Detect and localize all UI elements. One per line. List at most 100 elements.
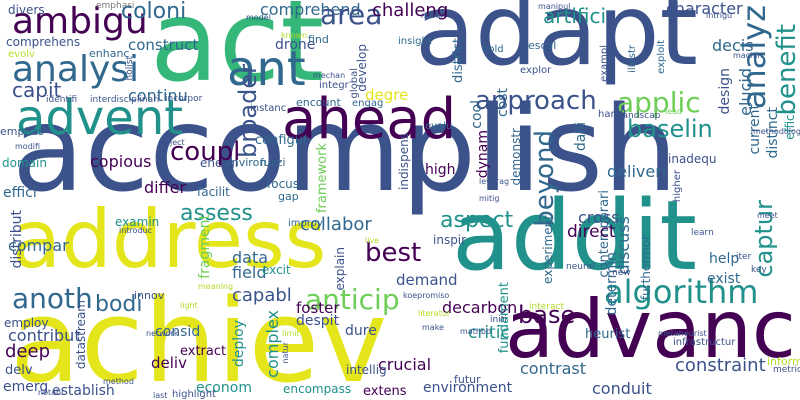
cloud-word: econom: [196, 380, 252, 396]
cloud-word: anoth: [12, 282, 93, 315]
cloud-word: area: [320, 0, 383, 31]
cloud-word: last: [153, 391, 168, 400]
cloud-word: demonstr: [509, 128, 523, 186]
cloud-word: employ: [4, 316, 49, 330]
cloud-word: facilit: [197, 185, 230, 199]
cloud-word: aspect: [440, 208, 514, 233]
cloud-word: emphasi: [96, 1, 135, 11]
cloud-word: landscap: [620, 111, 661, 121]
cloud-word: escal: [528, 39, 557, 52]
cloud-word: limit: [282, 329, 300, 338]
cloud-word: configur: [255, 133, 309, 148]
cloud-word: direct: [567, 222, 616, 242]
cloud-word: natur: [281, 342, 290, 364]
cloud-word: literatur: [418, 309, 451, 318]
cloud-word: higher: [672, 170, 683, 203]
cloud-word: metaheurist: [658, 329, 707, 338]
cloud-word: evalu: [425, 121, 453, 132]
cloud-word: coloni: [121, 0, 187, 24]
cloud-word: global: [349, 68, 360, 99]
cloud-word: approach: [475, 86, 597, 116]
cloud-word: emphas: [0, 125, 44, 138]
cloud-word: network: [146, 329, 179, 338]
cloud-word: accomplish: [12, 80, 678, 218]
cloud-word: explain: [333, 247, 347, 291]
cloud-word: hold: [482, 44, 504, 55]
cloud-word: methodolog: [753, 127, 800, 136]
cloud-word: degre: [365, 86, 409, 104]
cloud-word: futur: [454, 373, 481, 386]
cloud-word: achiev: [10, 275, 388, 400]
cloud-word: character: [666, 0, 743, 18]
cloud-word: examin: [115, 215, 160, 229]
cloud-word: collabor: [300, 214, 372, 235]
cloud-word: framework: [315, 143, 330, 214]
cloud-word: artifici: [543, 4, 607, 28]
cloud-word: koepromiso: [403, 291, 450, 300]
cloud-word: environment: [423, 380, 513, 396]
cloud-word: furthermor: [639, 235, 653, 301]
cloud-word: assess: [180, 201, 253, 226]
cloud-word: advent: [16, 90, 184, 146]
cloud-word: inadequ: [668, 152, 717, 166]
cloud-word: engag: [352, 98, 384, 109]
cloud-word: cross: [578, 208, 620, 227]
cloud-word: high: [425, 162, 456, 178]
cloud-word: excit: [262, 263, 291, 277]
cloud-word: advanc: [505, 283, 796, 376]
cloud-word: foster: [296, 299, 340, 317]
cloud-word: key: [751, 265, 767, 275]
cloud-word: meaning: [198, 282, 234, 291]
cloud-word: contribut: [8, 326, 81, 345]
cloud-word: consid: [155, 324, 201, 340]
cloud-word: encount: [296, 96, 341, 109]
cloud-word: district: [451, 38, 466, 83]
cloud-word: explor: [520, 65, 552, 76]
cloud-word: establish: [52, 383, 115, 399]
cloud-word: fuzzi: [260, 156, 286, 169]
cloud-word: exist: [707, 271, 741, 287]
cloud-word: design: [717, 68, 733, 115]
cloud-word: indispens: [397, 133, 411, 190]
cloud-word: decis: [712, 36, 754, 55]
cloud-word: light: [180, 301, 198, 310]
cloud-word: machin: [733, 51, 763, 60]
cloud-word: daili: [573, 122, 589, 152]
cloud-word: interact: [529, 302, 564, 312]
cloud-word: beyond: [530, 130, 560, 227]
cloud-word: handl: [598, 109, 626, 120]
cloud-word: despit: [296, 313, 340, 329]
cloud-word: meet: [757, 211, 778, 220]
cloud-word: datastream: [74, 300, 88, 370]
cloud-word: encompass: [283, 382, 352, 396]
cloud-word: extract: [180, 344, 227, 359]
cloud-word: cost: [495, 88, 511, 118]
cloud-word: divers: [8, 3, 45, 17]
cloud-word: live: [365, 236, 380, 245]
cloud-word: effici: [3, 185, 37, 201]
cloud-word: adapt: [415, 0, 698, 88]
cloud-word: environ: [225, 156, 267, 169]
cloud-word: find: [308, 33, 329, 46]
cloud-word: deep: [5, 341, 50, 362]
cloud-word: differ: [144, 178, 187, 197]
cloud-word: field: [232, 263, 267, 282]
cloud-word: determin: [604, 252, 620, 316]
cloud-word: make: [422, 323, 444, 332]
cloud-word: address: [12, 193, 327, 286]
cloud-word: gap: [278, 190, 299, 203]
cloud-word: capit: [12, 78, 62, 102]
cloud-word: ant: [227, 41, 306, 97]
cloud-word: inspir: [433, 233, 467, 247]
cloud-word: interdisciplinari: [90, 95, 160, 105]
cloud-word: decarbon: [442, 298, 518, 317]
cloud-word: highlight: [172, 389, 216, 400]
cloud-word: anticip: [305, 283, 400, 316]
cloud-word: drone: [275, 37, 316, 53]
cloud-word: coupl: [170, 137, 241, 167]
cloud-word: deploy: [231, 320, 247, 368]
cloud-word: domain: [2, 156, 47, 170]
cloud-word: innov: [134, 289, 165, 302]
cloud-word: fragment: [197, 214, 213, 279]
cloud-word: mathbb: [460, 327, 492, 336]
